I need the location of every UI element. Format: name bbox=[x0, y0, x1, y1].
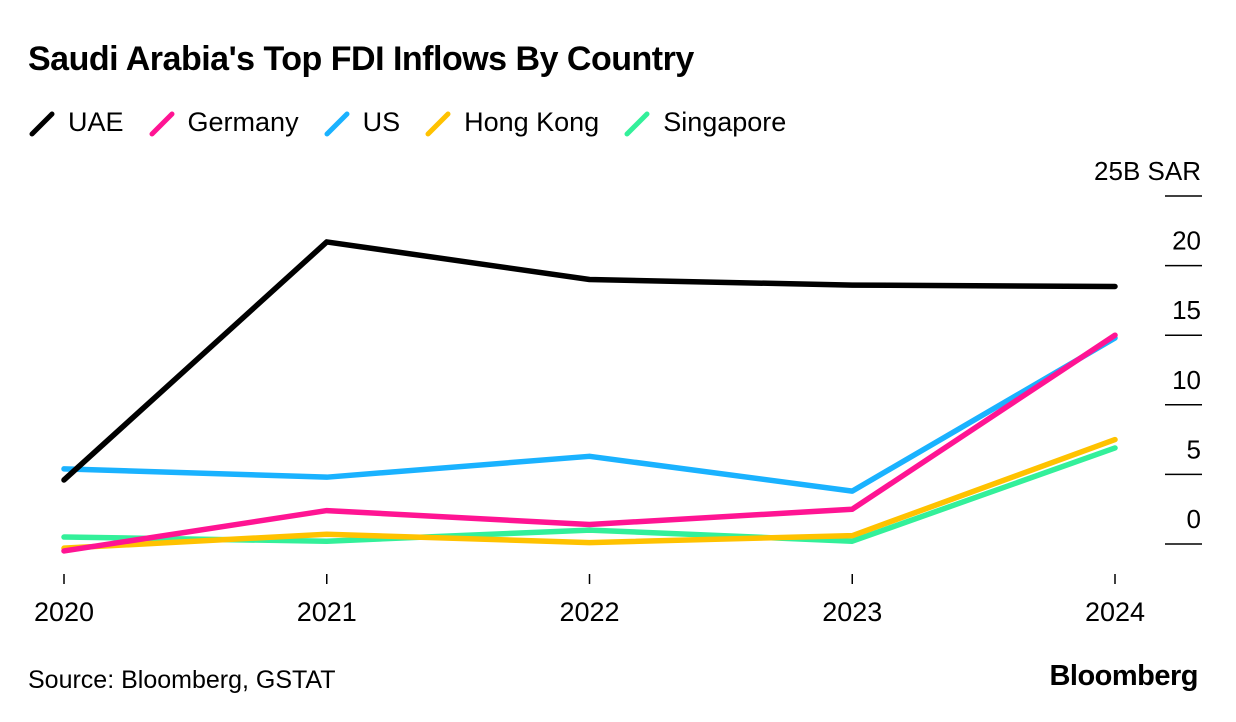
legend-label-us: US bbox=[362, 106, 401, 137]
legend-swatch-us bbox=[323, 106, 355, 138]
legend-item-hong-kong: Hong Kong bbox=[424, 106, 599, 138]
legend-label-hong-kong: Hong Kong bbox=[464, 106, 600, 137]
y-tick-label-5: 5 bbox=[1187, 434, 1201, 464]
y-tick-label-0: 0 bbox=[1187, 504, 1201, 534]
legend-swatch-germany bbox=[148, 106, 180, 138]
bloomberg-logo: Bloomberg bbox=[1049, 660, 1198, 692]
legend-item-germany: Germany bbox=[148, 106, 299, 138]
legend-label-singapore: Singapore bbox=[663, 106, 787, 137]
x-tick-label-2021: 2021 bbox=[297, 597, 357, 627]
legend-item-us: US bbox=[323, 106, 401, 138]
legend-swatch-singapore bbox=[623, 106, 655, 138]
x-tick-label-2024: 2024 bbox=[1085, 597, 1145, 627]
y-tick-label-25: 25B SAR bbox=[1094, 156, 1201, 186]
source-note: Source: Bloomberg, GSTAT bbox=[28, 666, 336, 694]
x-tick-label-2022: 2022 bbox=[559, 597, 619, 627]
series-line-hong-kong bbox=[61, 436, 1118, 551]
legend: UAE Germany US Hong Kong Singapore bbox=[28, 104, 810, 140]
legend-swatch-hong-kong bbox=[424, 106, 456, 138]
legend-label-germany: Germany bbox=[187, 106, 299, 137]
x-tick-label-2023: 2023 bbox=[822, 597, 882, 627]
legend-label-uae: UAE bbox=[68, 106, 124, 137]
legend-swatch-uae bbox=[28, 106, 60, 138]
series-line-germany bbox=[61, 332, 1118, 554]
legend-item-uae: UAE bbox=[28, 106, 124, 138]
series-line-uae bbox=[61, 239, 1118, 483]
series-line-us bbox=[61, 335, 1118, 494]
y-tick-label-15: 15 bbox=[1172, 295, 1201, 325]
x-tick-label-2020: 2020 bbox=[34, 597, 94, 627]
y-tick-label-10: 10 bbox=[1172, 365, 1201, 395]
legend-item-singapore: Singapore bbox=[623, 106, 786, 138]
chart-title: Saudi Arabia's Top FDI Inflows By Countr… bbox=[28, 40, 694, 78]
y-tick-label-20: 20 bbox=[1172, 226, 1201, 256]
